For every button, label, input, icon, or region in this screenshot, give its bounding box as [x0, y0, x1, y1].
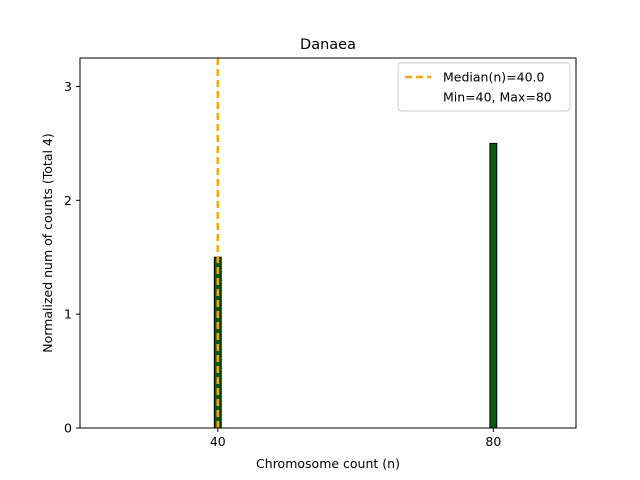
x-tick-label: 40	[210, 434, 226, 449]
x-tick-label: 80	[485, 434, 501, 449]
legend-entry-minmax: Min=40, Max=80	[443, 90, 552, 105]
y-tick-label: 1	[64, 307, 72, 322]
x-axis-label: Chromosome count (n)	[256, 456, 400, 471]
y-tick-label: 3	[64, 79, 72, 94]
legend-entry-median: Median(n)=40.0	[443, 70, 544, 85]
x-axis-ticks: 40 80	[210, 428, 501, 449]
legend: Median(n)=40.0 Min=40, Max=80	[397, 62, 571, 112]
bars-layer	[213, 142, 498, 429]
y-axis-label: Normalized num of counts (Total 4)	[40, 133, 55, 353]
plot-frame	[79, 57, 577, 429]
y-tick-label: 0	[64, 421, 72, 436]
bar-80	[489, 142, 498, 429]
y-tick-label: 2	[64, 193, 72, 208]
chart-title: Danaea	[300, 37, 356, 53]
y-axis-ticks: 0 1 2 3	[64, 79, 80, 436]
legend-box	[397, 62, 571, 112]
